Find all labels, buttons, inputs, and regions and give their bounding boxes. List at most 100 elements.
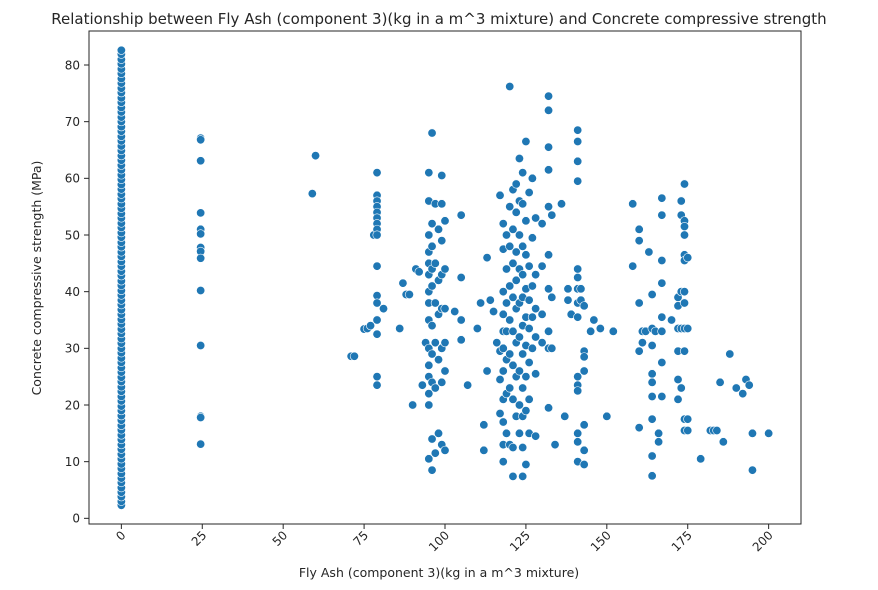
data-point	[196, 208, 206, 218]
data-point	[573, 264, 583, 274]
data-point	[683, 425, 693, 435]
data-point	[531, 369, 541, 379]
data-point	[527, 281, 537, 291]
data-point	[196, 286, 206, 296]
data-point	[437, 377, 447, 387]
data-point	[498, 287, 508, 297]
data-point	[508, 442, 518, 452]
y-tick-label: 60	[65, 172, 80, 186]
data-point	[628, 199, 638, 209]
data-point	[518, 199, 528, 209]
data-point	[311, 151, 321, 161]
data-point	[683, 414, 693, 424]
data-point	[634, 298, 644, 308]
data-point	[634, 236, 644, 246]
y-axis: 0 10 20 30 40 50 60 70 80	[65, 58, 89, 526]
y-tick-label: 50	[65, 228, 80, 242]
data-point	[673, 374, 683, 384]
data-point	[437, 199, 447, 209]
data-point	[547, 343, 557, 353]
data-point	[573, 137, 583, 147]
y-tick-label: 20	[65, 398, 80, 412]
data-point	[557, 199, 567, 209]
data-point	[372, 230, 382, 240]
data-point	[518, 383, 528, 393]
data-point	[544, 403, 554, 413]
data-point	[196, 253, 206, 263]
data-point	[430, 338, 440, 348]
data-point	[437, 236, 447, 246]
data-point	[537, 338, 547, 348]
data-point	[427, 434, 437, 444]
data-point	[654, 437, 664, 447]
y-tick-label: 30	[65, 342, 80, 356]
data-point	[508, 292, 518, 302]
data-point	[440, 366, 450, 376]
data-point	[573, 176, 583, 186]
data-point	[573, 125, 583, 135]
data-point	[372, 380, 382, 390]
data-point	[456, 315, 466, 325]
data-point	[524, 357, 534, 367]
data-point	[531, 213, 541, 223]
data-point	[657, 312, 667, 322]
data-point	[456, 335, 466, 345]
data-point	[647, 391, 657, 401]
data-point	[408, 400, 418, 410]
data-point	[372, 315, 382, 325]
data-point	[372, 329, 382, 339]
data-point	[424, 168, 434, 178]
data-point	[395, 323, 405, 333]
data-point	[747, 465, 757, 475]
y-tick-label: 0	[72, 512, 80, 526]
data-point	[424, 389, 434, 399]
data-point	[579, 352, 589, 362]
data-point	[544, 284, 554, 294]
data-point	[485, 295, 495, 305]
data-point	[634, 224, 644, 234]
data-point	[657, 357, 667, 367]
data-point	[696, 454, 706, 464]
data-point	[524, 394, 534, 404]
data-point	[647, 340, 657, 350]
data-point	[424, 454, 434, 464]
data-point	[498, 343, 508, 353]
data-point	[427, 281, 437, 291]
data-point	[501, 428, 511, 438]
data-point	[634, 346, 644, 356]
data-point	[424, 230, 434, 240]
data-point	[544, 250, 554, 260]
data-point	[657, 278, 667, 288]
data-point	[679, 346, 689, 356]
data-point	[430, 448, 440, 458]
data-point	[744, 380, 754, 390]
data-point	[196, 412, 206, 422]
data-point	[521, 459, 531, 469]
data-point	[537, 219, 547, 229]
data-point	[463, 380, 473, 390]
data-point	[579, 301, 589, 311]
data-point	[440, 216, 450, 226]
data-point	[372, 372, 382, 382]
data-point	[731, 383, 741, 393]
data-point	[547, 292, 557, 302]
data-point	[456, 272, 466, 282]
data-point	[372, 261, 382, 271]
data-point	[508, 258, 518, 268]
data-point	[518, 168, 528, 178]
data-point	[514, 230, 524, 240]
data-point	[667, 315, 677, 325]
data-point	[501, 298, 511, 308]
data-point	[440, 338, 450, 348]
data-point	[430, 298, 440, 308]
data-point	[398, 278, 408, 288]
data-point	[544, 165, 554, 175]
data-point	[430, 258, 440, 268]
data-point	[563, 284, 573, 294]
data-point	[196, 439, 206, 449]
data-point	[738, 389, 748, 399]
data-point	[514, 428, 524, 438]
data-point	[430, 383, 440, 393]
data-point	[427, 219, 437, 229]
data-point	[589, 315, 599, 325]
